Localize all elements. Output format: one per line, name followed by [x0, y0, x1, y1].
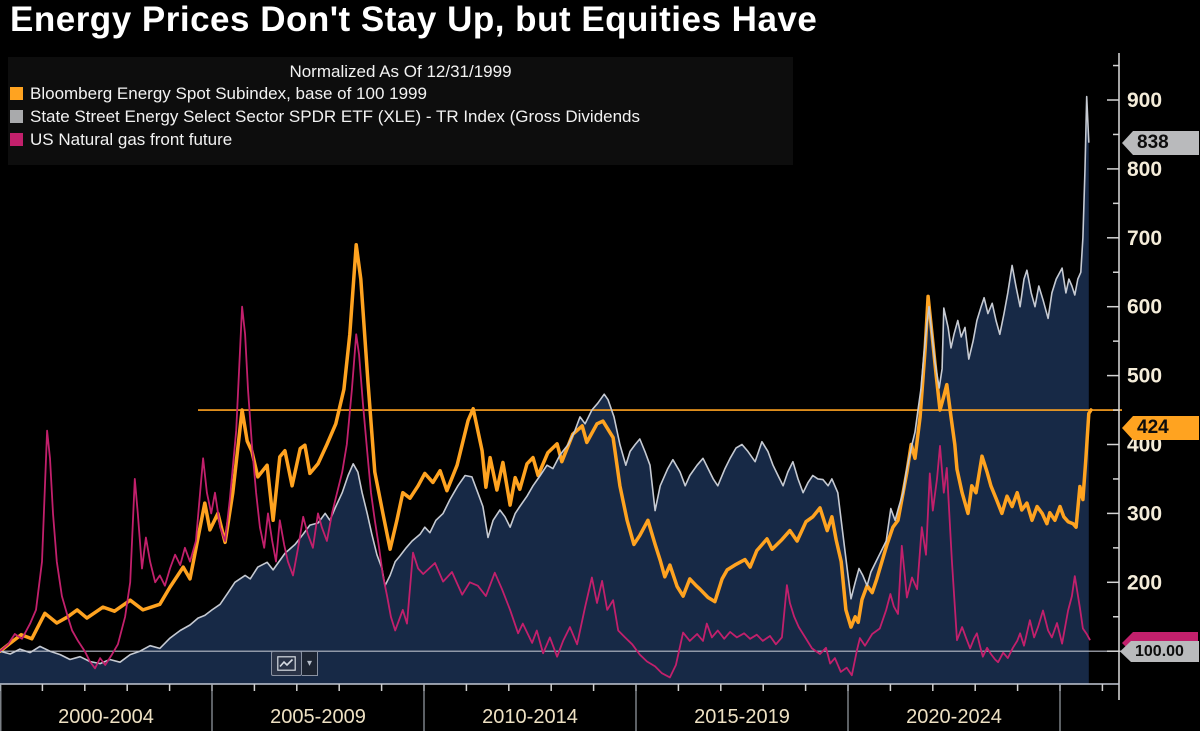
- legend-swatch-xle: [10, 110, 23, 123]
- last-price-badge-xle: 838: [1122, 131, 1199, 155]
- y-axis-label: 900: [1127, 89, 1162, 112]
- legend-swatch-energy-spot: [10, 87, 23, 100]
- page-title: Energy Prices Don't Stay Up, but Equitie…: [10, 0, 818, 39]
- legend-label-natural-gas: US Natural gas front future: [30, 129, 233, 149]
- chart-type-button[interactable]: [271, 651, 302, 676]
- line-chart-icon: [277, 656, 296, 671]
- legend-label-xle: State Street Energy Select Sector SPDR E…: [30, 106, 641, 126]
- legend-swatch-natural-gas: [10, 133, 23, 146]
- chart-toolbar: ▾: [271, 651, 318, 676]
- y-axis-label: 800: [1127, 158, 1162, 181]
- xle-area-fill: [0, 96, 1089, 685]
- y-axis-label: 600: [1127, 296, 1162, 319]
- legend-label-energy-spot: Bloomberg Energy Spot Subindex, base of …: [30, 83, 427, 103]
- legend-item-xle: State Street Energy Select Sector SPDR E…: [8, 105, 793, 128]
- energy-spot-line: [0, 242, 1093, 653]
- legend-item-natural-gas: US Natural gas front future: [8, 128, 793, 151]
- x-axis-section-label: 2005-2009: [270, 706, 366, 728]
- y-axis-label: 500: [1127, 365, 1162, 388]
- x-axis-section-label: 2015-2019: [694, 706, 790, 728]
- natural-gas-line: [0, 305, 1091, 679]
- legend-normalization-note: Normalized As Of 12/31/1999: [289, 62, 512, 81]
- chart-type-dropdown[interactable]: ▾: [302, 651, 318, 676]
- y-axis-label: 700: [1127, 227, 1162, 250]
- last-price-badge-energy-spot: 424: [1122, 416, 1199, 440]
- chevron-down-icon: ▾: [306, 658, 313, 669]
- y-axis-label: 300: [1127, 502, 1162, 525]
- y-axis-label: 200: [1127, 571, 1162, 594]
- legend-panel: Normalized As Of 12/31/1999 Bloomberg En…: [8, 57, 793, 165]
- legend-item-energy-spot: Bloomberg Energy Spot Subindex, base of …: [8, 82, 793, 105]
- x-axis-section-label: 2020-2024: [906, 706, 1002, 728]
- x-axis-section-label: 2000-2004: [58, 706, 154, 728]
- x-axis-section-label: 2010-2014: [482, 706, 578, 728]
- base-level-badge: 100.00: [1120, 641, 1199, 662]
